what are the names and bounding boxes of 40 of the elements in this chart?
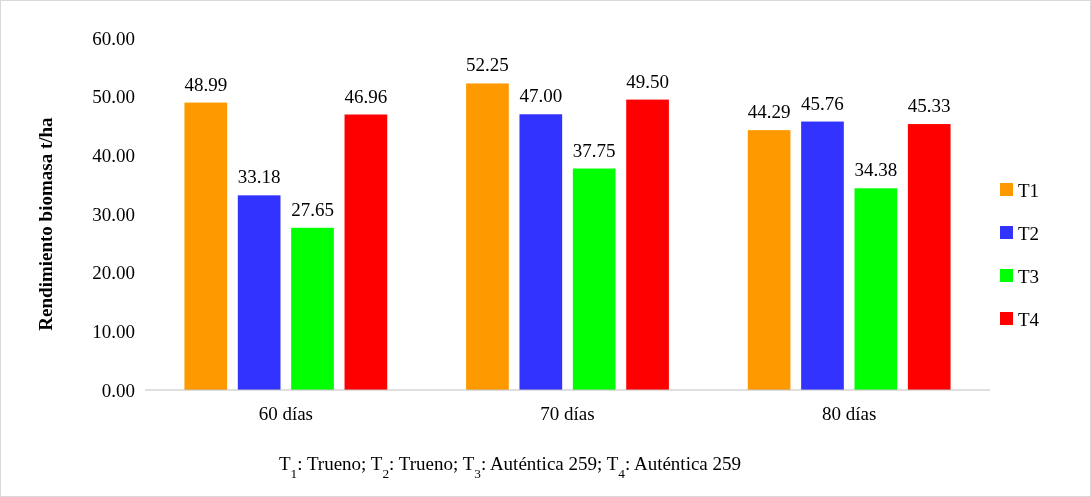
y-axis-title: Rendimiento biomasa t/ha	[35, 116, 56, 331]
legend-label: T3	[1018, 265, 1040, 287]
text: 47.00	[519, 85, 563, 107]
legend-label: T1	[1018, 179, 1040, 201]
text: 48.99	[184, 73, 228, 95]
text: T$_{1}$: Trueno; T$_{2}$: Trueno; T$_{3}$: Auténtica 259; T$_{4}$: Auténtica 259	[278, 453, 742, 481]
y-tick-label: 20.00	[92, 262, 135, 284]
bar	[854, 188, 898, 390]
bar	[519, 114, 563, 390]
y-tick-label: 0.00	[101, 379, 135, 401]
text: 33.18	[237, 166, 281, 188]
bar	[572, 168, 616, 390]
bar	[801, 121, 844, 390]
x-tick-label: 80 días	[821, 403, 877, 424]
bar	[747, 130, 791, 390]
bar	[626, 99, 669, 390]
text: 27.65	[291, 198, 334, 220]
y-tick-label: 10.00	[92, 320, 135, 342]
bar	[466, 83, 509, 390]
text: 45.33	[907, 95, 951, 117]
bar	[237, 195, 281, 390]
text: 49.50	[626, 70, 669, 92]
y-tick-label: 60.00	[92, 27, 135, 49]
bar	[291, 227, 334, 390]
bar	[344, 114, 388, 390]
text: 45.76	[801, 92, 844, 114]
x-tick-label: 60 días	[258, 403, 314, 424]
text: 46.96	[344, 85, 388, 107]
text: 52.25	[466, 54, 509, 76]
legend-label: T2	[1018, 222, 1040, 244]
text: 34.38	[854, 159, 898, 181]
legend-label: T4	[1018, 308, 1040, 330]
text: 37.75	[572, 139, 616, 161]
text: 44.29	[747, 101, 791, 123]
y-tick-label: 50.00	[92, 86, 135, 108]
y-tick-label: 30.00	[92, 203, 135, 225]
y-tick-label: 40.00	[92, 144, 135, 166]
bar	[184, 102, 228, 390]
x-tick-label: 70 días	[540, 403, 595, 424]
bar	[907, 124, 951, 390]
